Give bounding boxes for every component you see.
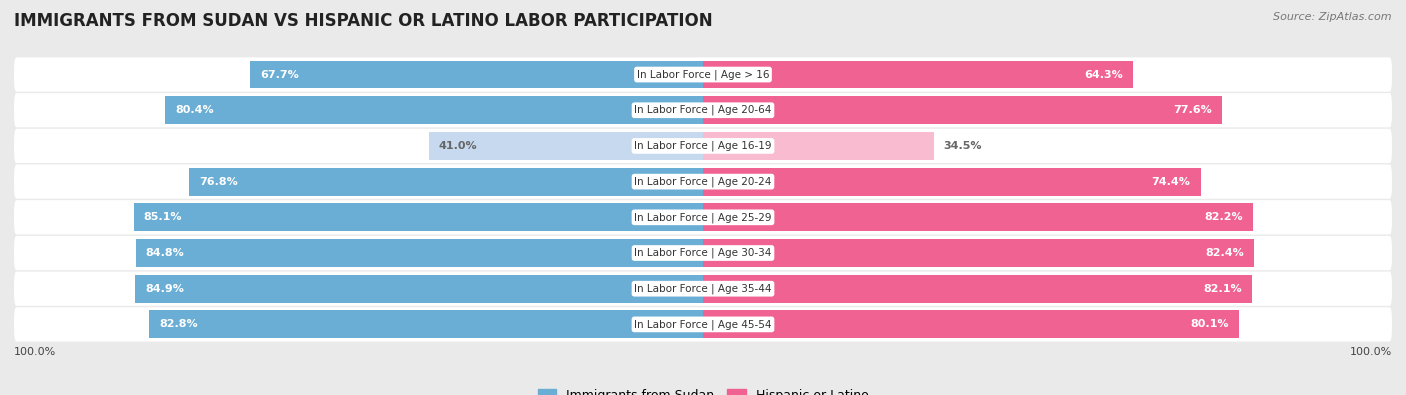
Bar bbox=[703, 132, 934, 160]
FancyBboxPatch shape bbox=[14, 57, 1392, 92]
Text: 67.7%: 67.7% bbox=[260, 70, 299, 79]
Text: 82.8%: 82.8% bbox=[159, 320, 198, 329]
FancyBboxPatch shape bbox=[14, 93, 1392, 127]
Text: In Labor Force | Age 20-64: In Labor Force | Age 20-64 bbox=[634, 105, 772, 115]
Legend: Immigrants from Sudan, Hispanic or Latino: Immigrants from Sudan, Hispanic or Latin… bbox=[533, 384, 873, 395]
Bar bbox=[429, 132, 703, 160]
Text: 76.8%: 76.8% bbox=[200, 177, 238, 186]
Bar bbox=[250, 60, 703, 88]
FancyBboxPatch shape bbox=[14, 272, 1392, 306]
Bar bbox=[703, 60, 1133, 88]
Text: In Labor Force | Age 25-29: In Labor Force | Age 25-29 bbox=[634, 212, 772, 222]
Bar bbox=[149, 310, 703, 339]
Text: 34.5%: 34.5% bbox=[943, 141, 983, 151]
Bar bbox=[136, 239, 703, 267]
Text: IMMIGRANTS FROM SUDAN VS HISPANIC OR LATINO LABOR PARTICIPATION: IMMIGRANTS FROM SUDAN VS HISPANIC OR LAT… bbox=[14, 12, 713, 30]
Text: 82.2%: 82.2% bbox=[1204, 213, 1243, 222]
FancyBboxPatch shape bbox=[14, 307, 1392, 342]
Text: In Labor Force | Age > 16: In Labor Force | Age > 16 bbox=[637, 69, 769, 80]
Text: In Labor Force | Age 16-19: In Labor Force | Age 16-19 bbox=[634, 141, 772, 151]
Text: 64.3%: 64.3% bbox=[1084, 70, 1123, 79]
Text: 100.0%: 100.0% bbox=[1350, 346, 1392, 357]
Bar bbox=[703, 96, 1222, 124]
Text: 85.1%: 85.1% bbox=[143, 213, 183, 222]
Text: 100.0%: 100.0% bbox=[14, 346, 56, 357]
FancyBboxPatch shape bbox=[14, 164, 1392, 199]
Text: 82.1%: 82.1% bbox=[1204, 284, 1241, 294]
Text: Source: ZipAtlas.com: Source: ZipAtlas.com bbox=[1274, 12, 1392, 22]
Bar bbox=[703, 310, 1239, 339]
Bar bbox=[135, 275, 703, 303]
Text: 77.6%: 77.6% bbox=[1173, 105, 1212, 115]
Bar bbox=[134, 203, 703, 231]
Bar bbox=[703, 275, 1253, 303]
Text: 80.1%: 80.1% bbox=[1191, 320, 1229, 329]
Bar bbox=[703, 239, 1254, 267]
Bar bbox=[703, 203, 1253, 231]
Text: 82.4%: 82.4% bbox=[1205, 248, 1244, 258]
FancyBboxPatch shape bbox=[14, 129, 1392, 163]
Bar bbox=[190, 168, 703, 196]
Bar bbox=[703, 168, 1201, 196]
FancyBboxPatch shape bbox=[14, 200, 1392, 235]
Text: 80.4%: 80.4% bbox=[176, 105, 214, 115]
FancyBboxPatch shape bbox=[14, 236, 1392, 270]
Text: In Labor Force | Age 30-34: In Labor Force | Age 30-34 bbox=[634, 248, 772, 258]
Text: 84.9%: 84.9% bbox=[145, 284, 184, 294]
Text: 84.8%: 84.8% bbox=[146, 248, 184, 258]
Text: In Labor Force | Age 20-24: In Labor Force | Age 20-24 bbox=[634, 177, 772, 187]
Text: In Labor Force | Age 45-54: In Labor Force | Age 45-54 bbox=[634, 319, 772, 330]
Bar bbox=[166, 96, 703, 124]
Text: In Labor Force | Age 35-44: In Labor Force | Age 35-44 bbox=[634, 284, 772, 294]
Text: 74.4%: 74.4% bbox=[1152, 177, 1191, 186]
Text: 41.0%: 41.0% bbox=[439, 141, 478, 151]
